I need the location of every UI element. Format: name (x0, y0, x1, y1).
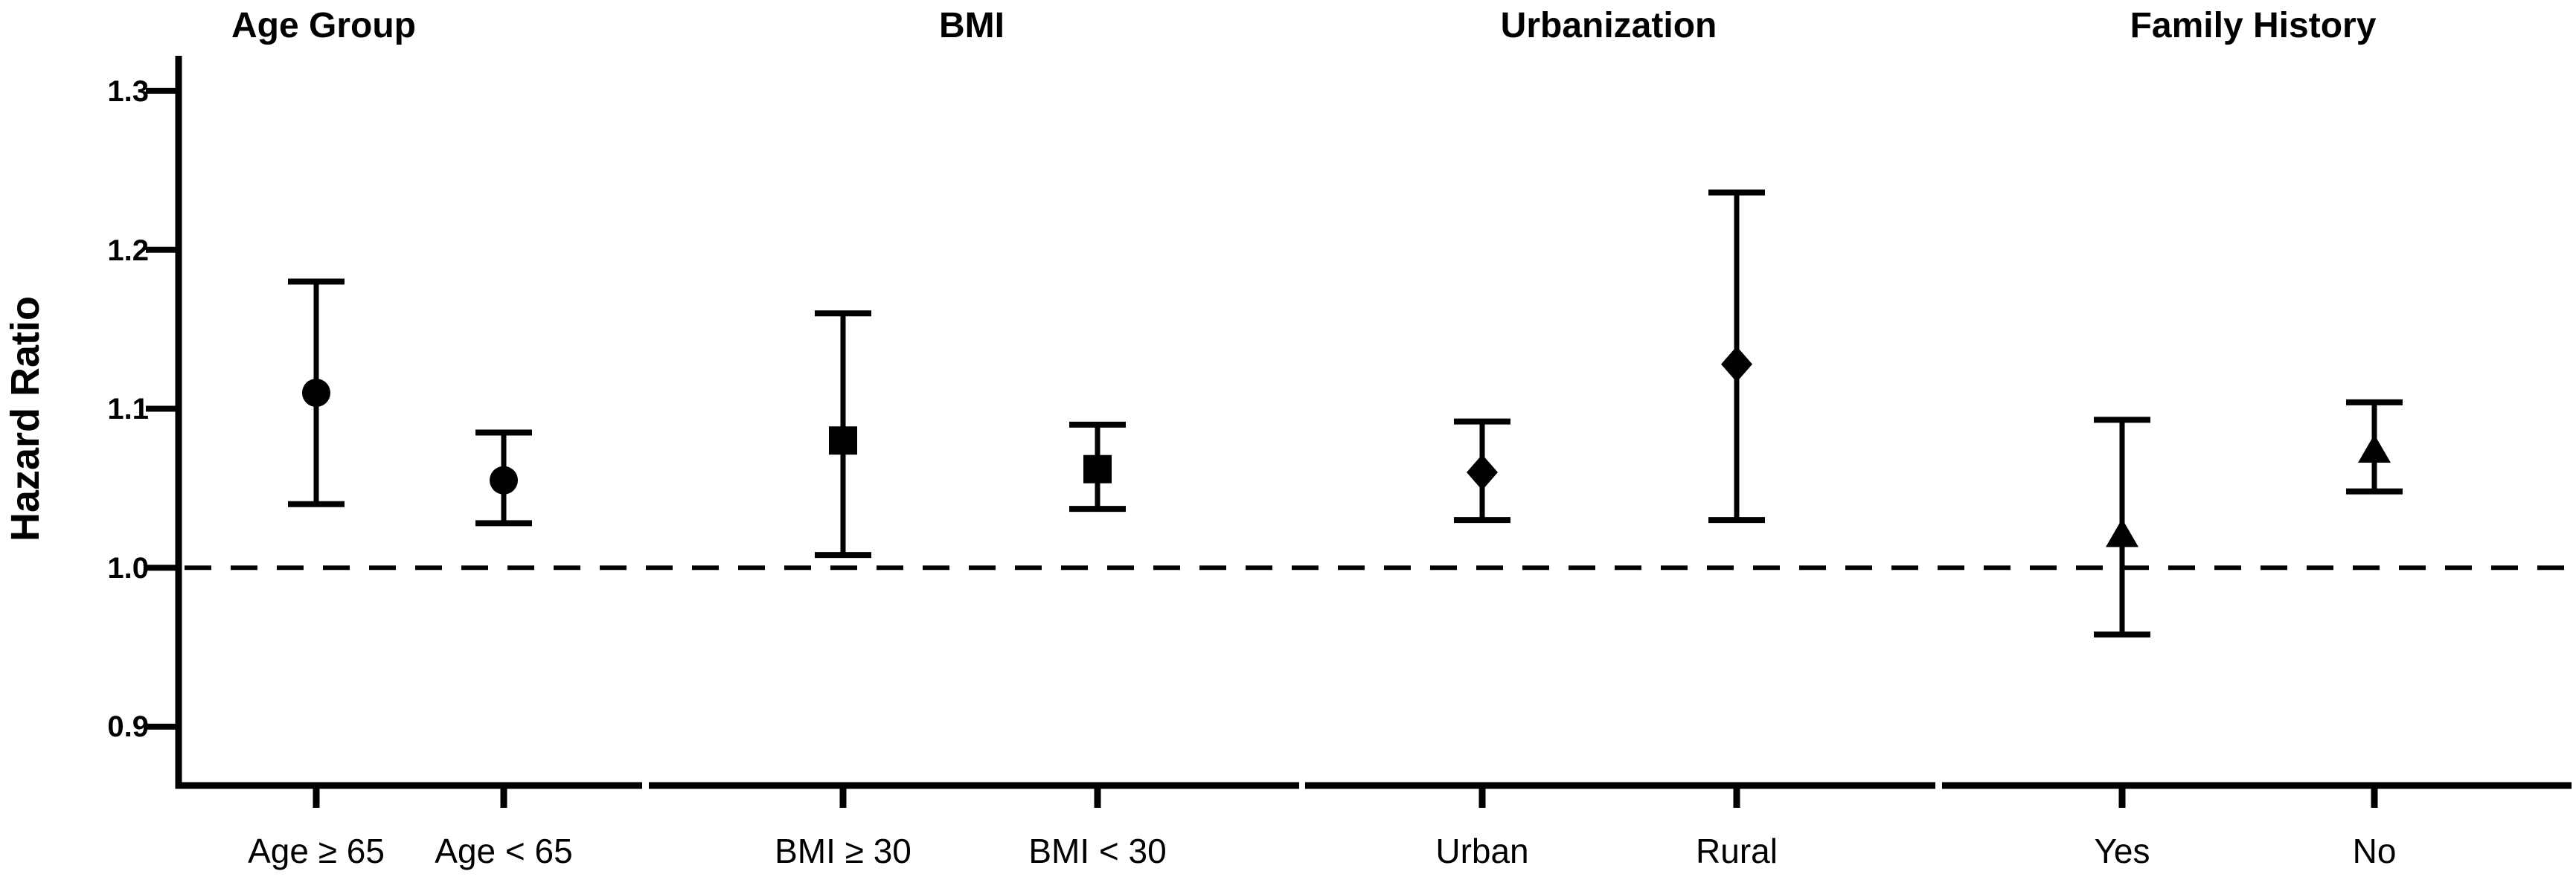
marker-circle (490, 466, 518, 495)
y-tick-label: 1.1 (107, 393, 149, 425)
category-label-bmi-ge-30: BMI ≥ 30 (775, 832, 911, 870)
marker-circle (302, 379, 330, 408)
y-axis-title: Hazard Ratio (3, 296, 48, 542)
marker-square (829, 426, 857, 455)
marker-diamond (1721, 346, 1752, 382)
marker-square (1083, 454, 1112, 484)
y-tick-label: 1.2 (107, 234, 149, 267)
marker-triangle (2106, 518, 2138, 547)
category-label-yes: Yes (2094, 832, 2150, 870)
category-label-age-ge-65: Age ≥ 65 (248, 832, 385, 870)
category-label-rural: Rural (1696, 832, 1778, 870)
panel-title-family-history: Family History (2130, 6, 2377, 45)
category-label-bmi-lt-30: BMI < 30 (1028, 832, 1166, 870)
category-label-no: No (2353, 832, 2397, 870)
panel-title-bmi: BMI (939, 6, 1005, 45)
y-tick-label: 1.3 (107, 75, 149, 108)
marker-triangle (2358, 434, 2391, 463)
marker-diamond (1467, 454, 1498, 490)
panel-title-age-group: Age Group (231, 6, 416, 45)
panel-title-urbanization: Urbanization (1501, 6, 1717, 45)
category-label-age-lt-65: Age < 65 (435, 832, 572, 870)
plot-geometry (146, 56, 2572, 808)
category-label-urban: Urban (1435, 832, 1528, 870)
y-tick-label: 0.9 (107, 710, 149, 743)
y-tick-label: 1.0 (107, 552, 149, 585)
